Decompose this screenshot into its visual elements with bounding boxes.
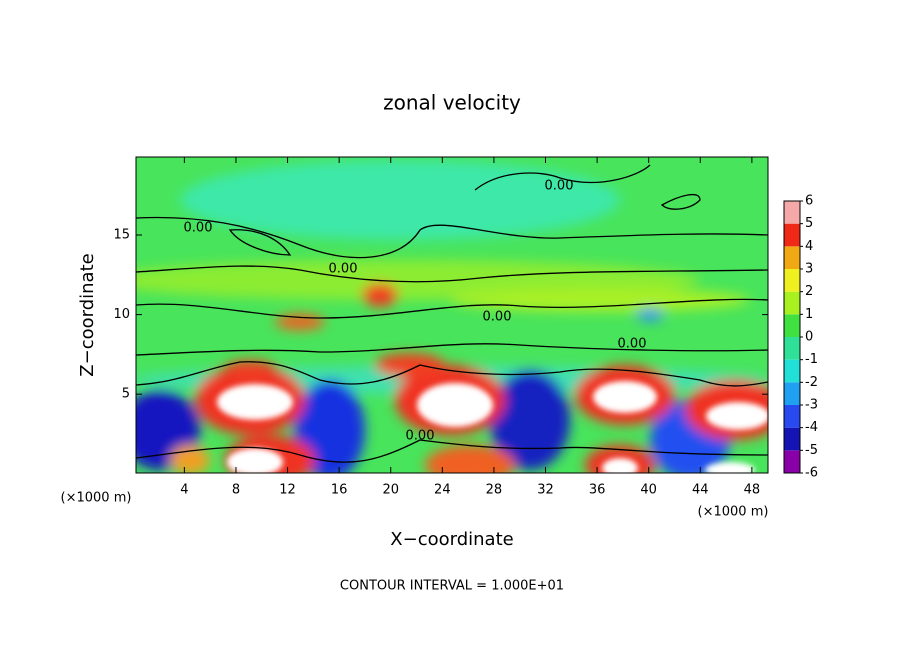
y-axis-label: Z−coordinate [77,253,98,376]
colorbar-label: -1 [805,352,818,367]
colorbar-swatch [784,201,800,224]
y-tick-label: 5 [122,387,130,402]
colorbar-swatch [784,427,800,451]
colorbar-swatch [784,405,800,428]
colorbar-swatch [784,337,800,360]
x-tick-label: 12 [279,483,296,498]
chart-title: zonal velocity [383,91,521,115]
x-tick-label: 8 [232,483,240,498]
colorbar-label: 1 [805,307,813,322]
contour-label: 0.00 [545,179,574,194]
x-tick-label: 4 [180,483,188,498]
colorbar-label: 5 [805,216,813,231]
colorbar-label: -2 [805,375,818,390]
colorbar-swatch [784,291,800,315]
x-tick-label: 48 [744,483,761,498]
colorbar-swatch [784,269,800,292]
colorbar-label: -4 [805,420,818,435]
colorbar-swatch [784,450,800,473]
contour-label: 0.00 [329,262,358,277]
colorbar-swatch [784,382,800,405]
colorbar-label: 2 [805,284,813,299]
colorbar-swatch [784,359,800,383]
colorbar-label: 6 [805,194,813,209]
contour-label: 0.00 [406,429,435,444]
colorbar-label: -5 [805,443,818,458]
x-tick-label: 36 [589,483,606,498]
y-tick-label: 10 [113,307,130,322]
axes [136,157,768,473]
x-tick-label: 32 [537,483,554,498]
colorbar-swatch [784,246,800,269]
contour-label: 0.00 [184,221,213,236]
x-tick-label: 44 [692,483,709,498]
field [136,157,768,473]
x-tick-label: 28 [486,483,503,498]
x-tick-label: 24 [434,483,451,498]
x-axis-label: X−coordinate [390,529,513,550]
x-tick-label: 40 [640,483,657,498]
y-unit-label: (×1000 m) [61,491,132,506]
x-unit-label: (×1000 m) [698,505,769,520]
colorbar-label: 0 [805,330,813,345]
x-tick-label: 20 [382,483,399,498]
contour-label: 0.00 [618,337,647,352]
y-tick-label: 15 [113,228,130,243]
colorbar-label: 3 [805,262,813,277]
colorbar-swatch [784,314,800,337]
colorbar-label: -3 [805,398,818,413]
footer: CONTOUR INTERVAL = 1.000E+01 [340,579,564,594]
colorbar-swatch [784,223,800,247]
colorbar-label: 4 [805,239,813,254]
colorbar-label: -6 [805,466,818,481]
x-tick-label: 16 [331,483,348,498]
contour-label: 0.00 [483,310,512,325]
